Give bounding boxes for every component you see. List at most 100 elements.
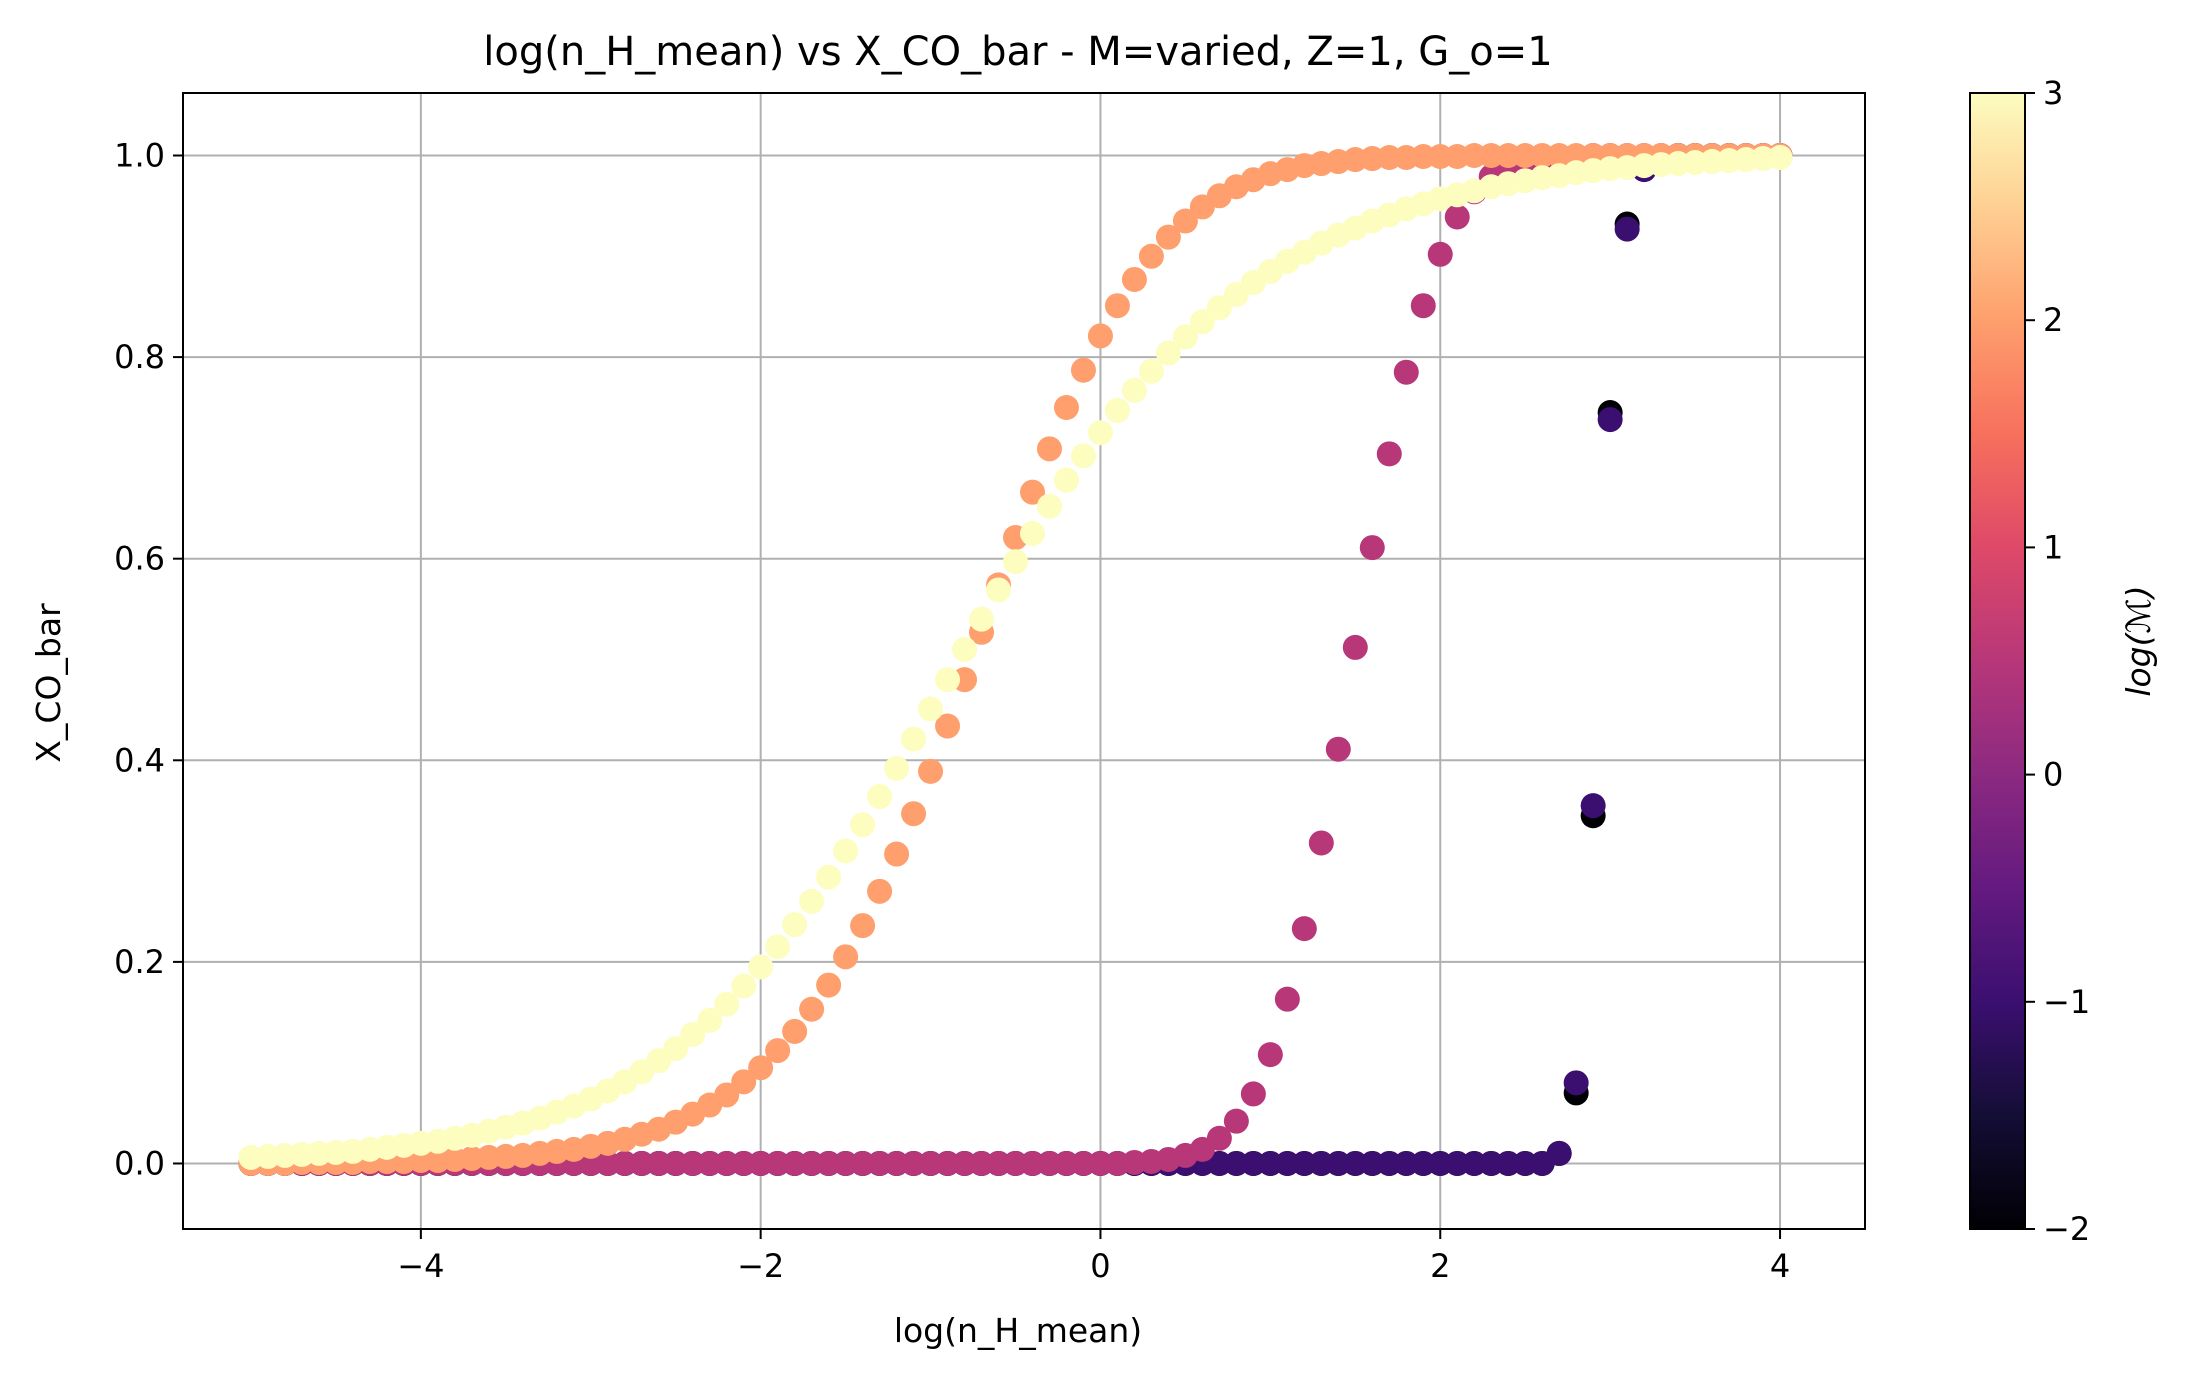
x-tick-label: −4 [397, 1247, 444, 1285]
data-point [850, 913, 876, 939]
data-point [833, 838, 859, 864]
data-point [680, 1021, 706, 1047]
data-point [1138, 243, 1164, 269]
colorbar-tick-label: 3 [2043, 74, 2063, 112]
data-point [935, 713, 961, 739]
data-point [1155, 224, 1181, 250]
data-point [1104, 398, 1130, 424]
data-point [1155, 340, 1181, 366]
data-point [1597, 407, 1623, 433]
data-point [1121, 266, 1147, 292]
data-point [1206, 1125, 1232, 1151]
data-point [952, 636, 978, 662]
colorbar-tick-label: 0 [2043, 756, 2063, 794]
y-axis-ticks: 0.0 0.2 0.4 0.6 0.8 1.0 [114, 136, 183, 1182]
data-point [1614, 216, 1640, 242]
y-tick-label: 0.4 [114, 741, 165, 779]
data-point [714, 1082, 740, 1108]
data-point [748, 954, 774, 980]
data-point [1206, 295, 1232, 321]
data-point [1036, 436, 1062, 462]
data-point [969, 606, 995, 632]
y-axis-label: X_CO_bar [29, 603, 68, 763]
x-tick-label: 0 [1090, 1247, 1110, 1285]
x-tick-label: 2 [1430, 1247, 1450, 1285]
plot-area: −4 −2 0 2 4 0.0 0.2 0.4 0.6 0.8 1.0 [114, 92, 1866, 1285]
data-point [1257, 1042, 1283, 1068]
data-point [884, 755, 910, 781]
data-point [1087, 420, 1113, 446]
plot-frame [182, 92, 1866, 1230]
data-point [1342, 634, 1368, 660]
data-point [1580, 793, 1606, 819]
data-point [1053, 394, 1079, 420]
data-point [918, 758, 944, 784]
y-tick-label: 1.0 [114, 136, 165, 174]
data-point [867, 784, 893, 810]
data-point [697, 1007, 723, 1033]
data-point [799, 888, 825, 914]
data-point [1172, 324, 1198, 350]
data-point [833, 944, 859, 970]
y-tick-label: 0.2 [114, 943, 165, 981]
data-point [935, 667, 961, 693]
x-tick-label: −2 [737, 1247, 784, 1285]
data-point [1767, 145, 1793, 171]
y-tick-label: 0.6 [114, 540, 165, 578]
data-point [1121, 377, 1147, 403]
data-point [1003, 549, 1029, 575]
colorbar-tick-label: −1 [2043, 983, 2090, 1021]
data-point [765, 1038, 791, 1064]
colorbar-tick-label: 2 [2043, 301, 2063, 339]
x-axis-label: log(n_H_mean) [894, 1311, 1142, 1350]
data-point [884, 841, 910, 867]
data-point [782, 1018, 808, 1044]
data-point [782, 912, 808, 938]
data-point [901, 801, 927, 827]
data-point [816, 864, 842, 890]
data-point [1070, 357, 1096, 383]
colorbar: −2 −1 0 1 2 3 [1969, 74, 2090, 1248]
data-point [986, 577, 1012, 603]
data-point [1308, 830, 1334, 856]
data-point [1546, 1140, 1572, 1166]
data-point [1376, 441, 1402, 467]
x-axis-ticks: −4 −2 0 2 4 [397, 1229, 1790, 1285]
data-point [1240, 1081, 1266, 1107]
data-point [663, 1036, 689, 1062]
data-point [1189, 309, 1215, 335]
data-point [1104, 293, 1130, 319]
colorbar-ticks: −2 −1 0 1 2 3 [2025, 74, 2090, 1248]
data-point [1291, 916, 1317, 942]
data-point [1223, 1108, 1249, 1134]
data-point [1393, 359, 1419, 385]
colorbar-tick-label: −2 [2043, 1210, 2090, 1248]
data-point [1019, 520, 1045, 546]
data-point [918, 696, 944, 722]
x-tick-label: 4 [1770, 1247, 1790, 1285]
data-point [1359, 535, 1385, 561]
data-point [1274, 986, 1300, 1012]
colorbar-gradient [1969, 92, 2026, 1230]
data-point [901, 726, 927, 752]
scatter-points [238, 143, 1793, 1176]
data-point [1036, 493, 1062, 519]
data-point [867, 878, 893, 904]
data-point [1053, 467, 1079, 493]
data-point [1444, 204, 1470, 230]
data-point [1410, 293, 1436, 319]
data-point [1019, 479, 1045, 505]
data-point [714, 991, 740, 1017]
data-point [748, 1055, 774, 1081]
data-point [1325, 736, 1351, 762]
data-point [799, 996, 825, 1022]
data-point [1087, 323, 1113, 349]
chart-title: log(n_H_mean) vs X_CO_bar - M=varied, Z=… [483, 29, 1552, 75]
y-tick-label: 0.0 [114, 1144, 165, 1182]
data-point [1563, 1070, 1589, 1096]
data-point [1070, 443, 1096, 469]
data-point [765, 934, 791, 960]
data-point [731, 973, 757, 999]
data-point [1138, 358, 1164, 384]
